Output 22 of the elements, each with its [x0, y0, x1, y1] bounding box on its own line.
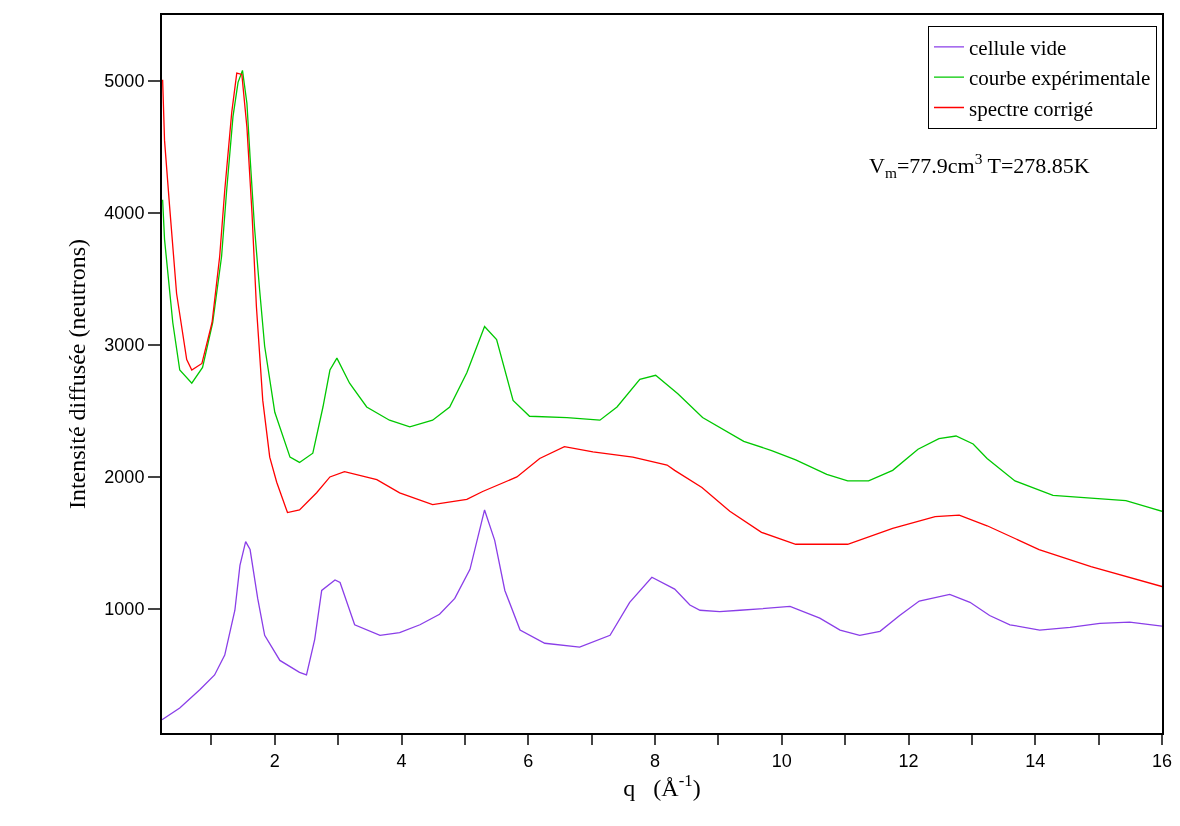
x-tick-label: 14 — [1025, 750, 1046, 771]
x-tick-label: 12 — [898, 750, 919, 771]
annotation: V$_{m}$=77.9cm$^{3}$ T=278.85K — [869, 150, 1090, 181]
line-series — [162, 69, 1162, 512]
line-series — [162, 509, 1162, 721]
legend-label: cellule vide — [969, 36, 1067, 61]
y-tick-label: 1000 — [104, 599, 145, 620]
y-tick-label: 4000 — [104, 203, 145, 224]
y-axis-title: Intensité diffusée (neutrons) — [63, 238, 90, 510]
x-tick-label: 4 — [396, 750, 407, 771]
legend-label: spectre corrigé — [969, 96, 1094, 121]
x-tick-label: 6 — [523, 750, 534, 771]
x-tick-label: 8 — [650, 750, 661, 771]
x-axis-title: q (Å$^{-1}$) — [623, 770, 701, 801]
x-tick-label: 10 — [771, 750, 792, 771]
y-tick-label: 2000 — [104, 467, 145, 488]
line-series — [162, 72, 1162, 588]
y-tick-label: 3000 — [104, 335, 145, 356]
y-tick-label: 5000 — [104, 71, 145, 92]
legend-label: courbe expérimentale — [969, 66, 1151, 91]
x-tick-label: 2 — [269, 750, 280, 771]
x-tick-label: 16 — [1151, 750, 1173, 771]
